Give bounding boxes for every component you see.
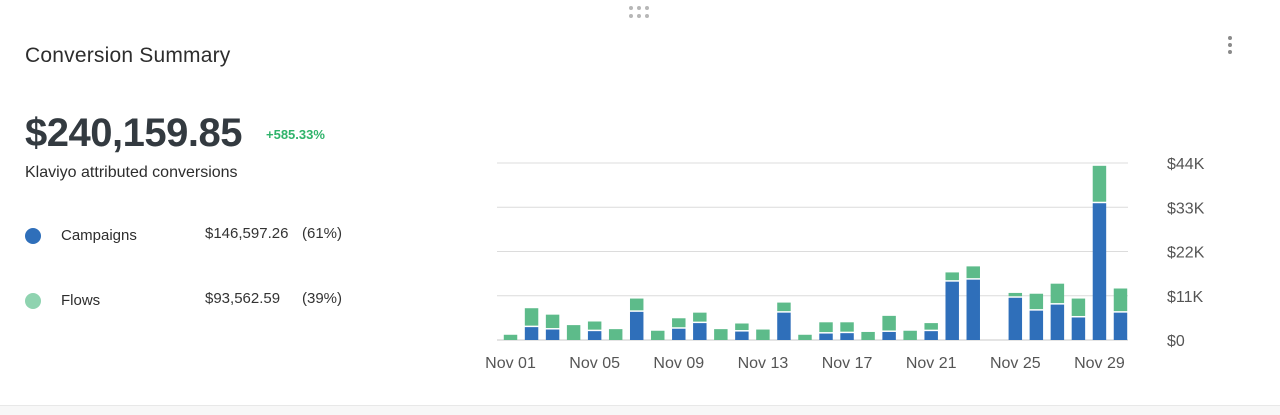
x-tick-label: Nov 05 — [569, 355, 620, 372]
bar-campaigns — [945, 281, 959, 340]
bar-campaigns — [966, 279, 980, 340]
legend-percent: (39%) — [302, 290, 343, 307]
legend-label: Flows — [61, 292, 101, 309]
bar-flows — [566, 325, 581, 340]
x-tick-label: Nov 25 — [990, 355, 1041, 372]
bar-campaigns — [629, 311, 644, 340]
card-title: Conversion Summary — [25, 44, 231, 67]
bar-flows — [503, 334, 518, 340]
y-tick-label: $11K — [1167, 289, 1204, 306]
x-tick-label: Nov 21 — [906, 355, 957, 372]
bar-flows — [1008, 292, 1023, 297]
x-tick-label: Nov 01 — [485, 355, 536, 372]
bar-flows — [545, 314, 560, 329]
bar-flows — [1050, 283, 1065, 304]
bar-campaigns — [1092, 203, 1107, 340]
x-tick-label: Nov 29 — [1074, 355, 1125, 372]
legend-percent: (61%) — [302, 225, 343, 242]
bar-campaigns — [524, 327, 539, 340]
bar-campaigns — [1113, 312, 1128, 340]
legend-item-campaigns: Campaigns $146,597.26 (61%) — [25, 224, 355, 248]
bar-campaigns — [693, 323, 707, 340]
x-tick-label: Nov 09 — [653, 355, 704, 372]
bar-flows — [1092, 165, 1107, 202]
bar-campaigns — [1029, 310, 1044, 340]
bar-flows — [840, 322, 854, 332]
bar-flows — [524, 308, 539, 326]
bar-campaigns — [1050, 304, 1065, 340]
bar-flows — [608, 329, 623, 340]
legend-label: Campaigns — [61, 227, 137, 244]
bar-campaigns — [735, 331, 749, 340]
bar-campaigns — [882, 331, 896, 340]
total-conversion-value: $240,159.85 — [25, 111, 242, 155]
bar-flows — [693, 312, 707, 322]
y-tick-label: $44K — [1167, 156, 1205, 173]
bar-flows — [903, 330, 917, 340]
bar-campaigns — [777, 312, 791, 340]
bar-campaigns — [924, 331, 938, 340]
bar-campaigns — [672, 328, 686, 340]
bar-flows — [819, 322, 833, 333]
total-subtitle: Klaviyo attributed conversions — [25, 164, 238, 181]
bar-flows — [945, 272, 959, 281]
bar-flows — [651, 330, 665, 340]
drag-handle-icon[interactable] — [627, 5, 651, 21]
flows-dot-icon — [25, 293, 41, 309]
bar-flows — [714, 329, 728, 340]
bar-campaigns — [819, 333, 833, 340]
bar-flows — [735, 323, 749, 331]
bar-flows — [882, 315, 896, 331]
bar-flows — [924, 323, 938, 330]
bar-flows — [672, 318, 686, 328]
percent-change-badge: +585.33% — [266, 127, 325, 142]
stacked-bar-chart: $0 $11K $22K $33K $44K Nov 01 Nov 05 Nov 09 Nov … — [485, 156, 1205, 372]
bar-flows — [798, 334, 812, 340]
bar-flows — [861, 331, 875, 340]
x-tick-label: Nov 17 — [822, 355, 873, 372]
bar-flows — [756, 329, 770, 340]
bar-campaigns — [1071, 317, 1086, 340]
bar-flows — [966, 266, 980, 279]
legend-value: $93,562.59 — [205, 290, 281, 307]
x-tick-label: Nov 13 — [738, 355, 789, 372]
more-vertical-icon[interactable] — [1220, 35, 1240, 55]
y-tick-label: $22K — [1167, 245, 1205, 262]
bar-campaigns — [840, 333, 854, 340]
bar-flows — [629, 298, 644, 311]
conversion-summary-card: Conversion Summary $240,159.85 +585.33% … — [0, 5, 1280, 406]
y-tick-label: $33K — [1167, 200, 1205, 217]
bar-campaigns — [1008, 297, 1023, 340]
bar-flows — [777, 302, 791, 312]
y-tick-label: $0 — [1167, 333, 1185, 350]
bar-flows — [1113, 288, 1128, 312]
bar-flows — [1029, 293, 1044, 310]
campaigns-dot-icon — [25, 228, 41, 244]
bar-flows — [1071, 298, 1086, 316]
legend-item-flows: Flows $93,562.59 (39%) — [25, 289, 355, 313]
bar-campaigns — [545, 329, 560, 340]
bar-flows — [587, 321, 602, 330]
legend-value: $146,597.26 — [205, 225, 289, 242]
bar-campaigns — [587, 331, 602, 340]
